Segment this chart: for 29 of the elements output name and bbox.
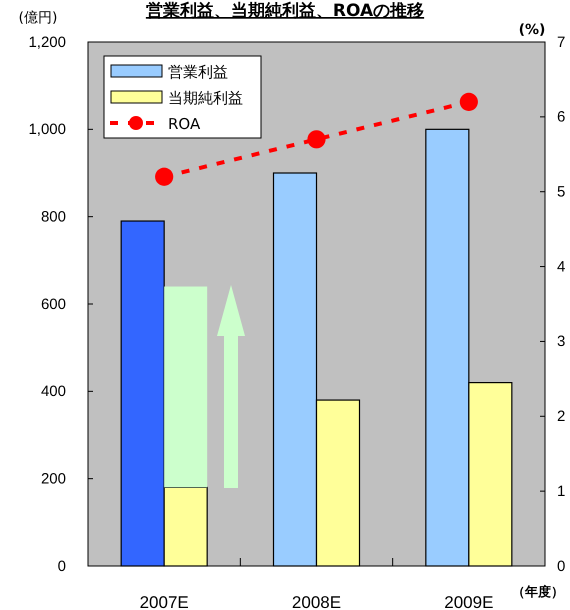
x-tick-label: 2007E	[140, 593, 189, 610]
chart-title: 営業利益、当期純利益、ROAの推移	[146, 1, 424, 21]
y2-tick-label: 4	[557, 258, 566, 276]
point	[460, 92, 478, 111]
legend-label: ROA	[168, 115, 201, 133]
bar	[164, 286, 208, 488]
y2-tick-label: 3	[557, 333, 566, 350]
x-tick-label: 2009E	[444, 593, 494, 610]
y-tick-label: 0	[58, 558, 66, 575]
y-tick-label: 600	[40, 296, 66, 313]
y-tick-label: 1,200	[28, 34, 66, 51]
y2-axis-title: (%)	[518, 22, 546, 38]
legend-label: 営業利益	[168, 63, 228, 81]
y2-tick-label: 1	[557, 482, 566, 500]
y-axis-title: (億円)	[18, 10, 58, 26]
y2-tick-label: 7	[557, 34, 566, 51]
y-tick-label: 200	[40, 470, 66, 488]
y-tick-label: 400	[40, 383, 66, 400]
x-tick-label: 2008E	[292, 593, 342, 610]
y2-tick-label: 6	[557, 108, 566, 126]
y2-tick-label: 2	[557, 408, 566, 426]
y-tick-label: 1,000	[28, 121, 66, 138]
y-tick-label: 800	[40, 208, 66, 226]
x-axis-title: （年度）	[512, 584, 564, 600]
point	[155, 168, 174, 186]
point	[307, 130, 326, 148]
y2-tick-label: 0	[557, 558, 566, 575]
legend-label: 当期純利益	[168, 89, 243, 107]
y2-tick-label: 5	[557, 184, 566, 201]
